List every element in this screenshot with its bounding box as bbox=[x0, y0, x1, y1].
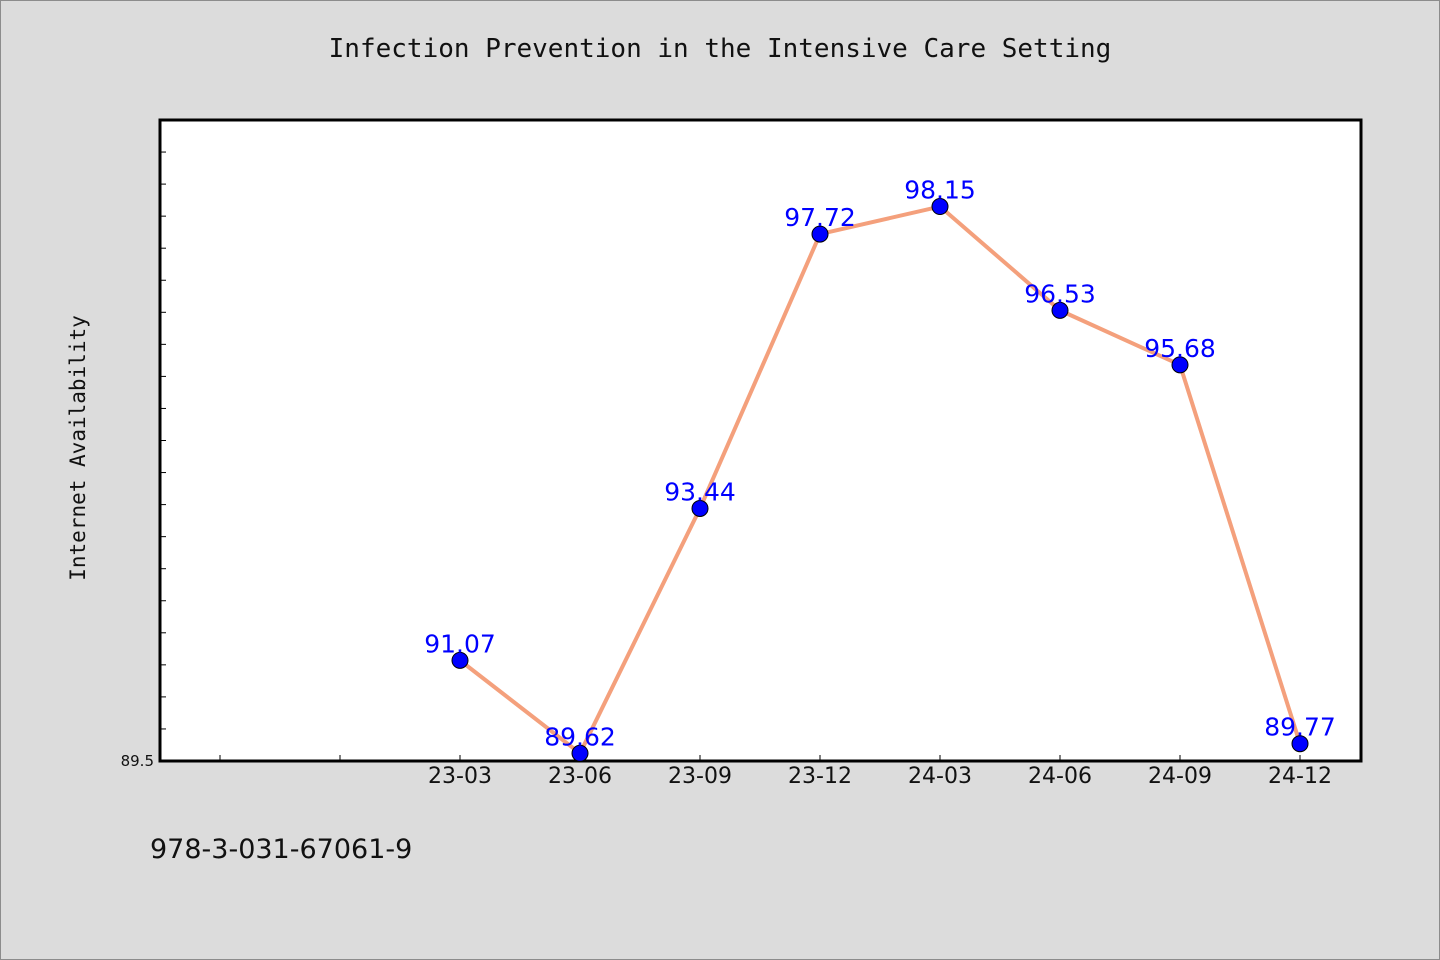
data-label: 89.77 bbox=[1264, 713, 1336, 742]
x-tick-label: 24-06 bbox=[1028, 764, 1092, 789]
data-label: 91.07 bbox=[424, 629, 496, 658]
data-labels: 91.07 89.62 93.44 97.72 98.15 96.53 95.68 89.77 bbox=[424, 176, 1336, 752]
chart-title: Infection Prevention in the Intensive Ca… bbox=[328, 34, 1112, 64]
footer-isbn: 978-3-031-67061-9 bbox=[150, 834, 413, 865]
x-tick-label: 23-09 bbox=[668, 764, 732, 789]
data-points bbox=[451, 198, 1309, 762]
x-axis-ticks: 23-03 23-06 23-09 23-12 24-03 24-06 24-09 24-12 bbox=[219, 755, 1332, 789]
data-point bbox=[931, 198, 949, 216]
x-tick-label: 24-03 bbox=[908, 764, 972, 789]
data-label: 95.68 bbox=[1144, 334, 1216, 363]
data-label: 89.62 bbox=[544, 722, 616, 751]
data-point bbox=[1051, 301, 1069, 319]
data-label: 97.72 bbox=[784, 203, 856, 232]
data-point bbox=[451, 651, 469, 669]
x-tick-label: 23-03 bbox=[428, 764, 492, 789]
data-label: 93.44 bbox=[664, 477, 736, 506]
y-tick-label: 89.5 bbox=[121, 752, 154, 770]
x-tick-label: 23-12 bbox=[788, 764, 852, 789]
series-line bbox=[458, 204, 1302, 756]
data-point bbox=[691, 499, 709, 517]
plot-area bbox=[158, 118, 1363, 763]
x-tick-label: 24-12 bbox=[1268, 764, 1332, 789]
x-tick-label: 24-09 bbox=[1148, 764, 1212, 789]
data-point bbox=[811, 225, 829, 243]
data-point bbox=[1171, 356, 1189, 374]
y-axis-ticks: 89.5 bbox=[121, 119, 166, 770]
data-point bbox=[571, 744, 589, 762]
data-label: 98.15 bbox=[904, 176, 976, 205]
data-point bbox=[1291, 735, 1309, 753]
data-label: 96.53 bbox=[1024, 279, 1096, 308]
x-tick-label: 23-06 bbox=[548, 764, 612, 789]
